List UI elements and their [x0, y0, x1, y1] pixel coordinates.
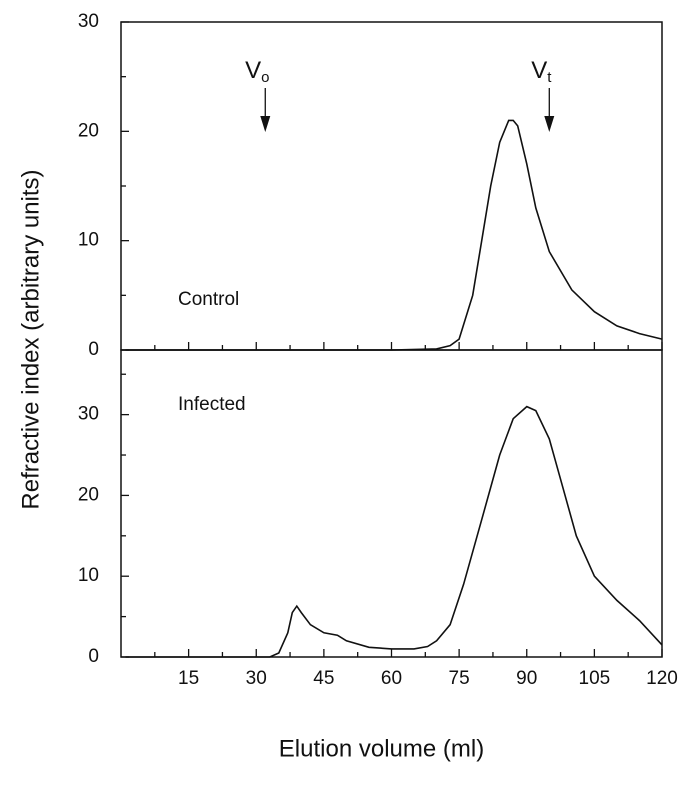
- y-tick-label: 20: [78, 484, 99, 505]
- x-axis-label: Elution volume (ml): [279, 735, 484, 762]
- y-tick-label: 20: [78, 120, 99, 141]
- annotation-text: V: [531, 57, 547, 84]
- x-tick-label: 45: [313, 668, 334, 689]
- panel-label: Infected: [178, 394, 246, 415]
- annotation-arrowhead: [260, 116, 271, 132]
- y-axis-label: Refractive index (arbitrary units): [17, 169, 44, 509]
- annotation-subscript: t: [547, 69, 552, 86]
- y-tick-label: 30: [78, 404, 99, 425]
- y-tick-label: 30: [78, 11, 99, 32]
- panel-label: Control: [178, 289, 239, 310]
- x-tick-label: 30: [246, 668, 267, 689]
- x-tick-label: 90: [516, 668, 537, 689]
- x-tick-label: 75: [449, 668, 470, 689]
- x-tick-label: 105: [579, 668, 611, 689]
- y-tick-label: 10: [78, 565, 99, 586]
- elution-curve: [125, 405, 663, 658]
- x-tick-label: 120: [646, 668, 678, 689]
- annotation: Vo: [245, 57, 269, 86]
- y-tick-label: 10: [78, 230, 99, 251]
- y-tick-label: 0: [88, 339, 99, 360]
- x-tick-label: 60: [381, 668, 402, 689]
- annotation-arrowhead: [544, 116, 555, 132]
- y-tick-label: 0: [88, 646, 99, 667]
- x-tick-label: 15: [178, 668, 199, 689]
- annotation-text: V: [245, 57, 261, 84]
- annotation-subscript: o: [261, 69, 269, 86]
- annotation: Vt: [531, 57, 552, 86]
- elution-curve: [125, 119, 663, 351]
